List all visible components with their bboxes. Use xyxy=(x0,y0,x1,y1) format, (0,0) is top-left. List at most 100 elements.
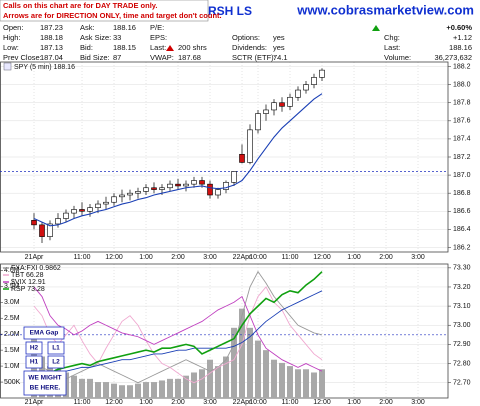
x-tick-label: 3:00 xyxy=(203,254,217,261)
quote-value: yes xyxy=(273,33,285,42)
volume-bar xyxy=(239,308,245,398)
candle-body xyxy=(127,192,133,196)
x-tick-label: 21Apr xyxy=(25,254,44,261)
candle-body xyxy=(167,183,173,189)
x-tick-label: 11:00 xyxy=(74,254,91,261)
quote-value: 200 shrs xyxy=(178,43,207,52)
legend-label: $VIX 12.91 xyxy=(11,279,46,286)
volume-bar xyxy=(255,340,261,398)
x-tick-label: 1:00 xyxy=(139,399,153,406)
x-tick-label: 12:00 xyxy=(313,254,331,261)
quote-label: Open: xyxy=(3,23,23,32)
candle-body xyxy=(143,187,149,192)
y-tick-label: 73.30 xyxy=(453,265,471,272)
volume-bar xyxy=(287,366,293,398)
annotation-box xyxy=(23,326,65,340)
quote-label: EPS: xyxy=(150,33,167,42)
y2-tick-label: 4.0M xyxy=(4,267,20,274)
annotation: L1 xyxy=(52,345,60,352)
volume-bar xyxy=(223,356,229,398)
candle-body xyxy=(87,207,93,212)
candle-body xyxy=(151,187,157,190)
candle-body xyxy=(39,224,45,237)
y-tick-label: 186.8 xyxy=(453,190,471,197)
y-tick-label: 73.20 xyxy=(453,284,471,291)
quote-label: High: xyxy=(3,33,21,42)
legend-label: TBT 66.28 xyxy=(11,272,44,279)
up-arrow-icon xyxy=(372,25,380,31)
x-tick-label: 22Apr xyxy=(233,254,252,261)
candle-body xyxy=(255,113,261,131)
y-tick-label: 73.10 xyxy=(453,303,471,310)
candle-body xyxy=(207,183,213,196)
candle-body xyxy=(215,189,221,196)
candle-body xyxy=(247,129,253,163)
y2-tick-label: 2.0M xyxy=(4,331,20,338)
candle-body xyxy=(63,212,69,219)
x-tick-label: 12:00 xyxy=(105,399,123,406)
candle-body xyxy=(71,209,77,214)
quote-value: yes xyxy=(273,43,285,52)
quote-value: 187.68 xyxy=(178,53,201,62)
x-tick-label: 2:00 xyxy=(379,399,393,406)
candle-body xyxy=(55,218,61,225)
candle-body xyxy=(183,183,189,187)
candle-body xyxy=(279,102,285,107)
annotation-box xyxy=(25,341,43,355)
annotation-box xyxy=(47,341,65,355)
candle-body xyxy=(231,171,237,183)
annotation: H1 xyxy=(30,359,39,366)
site-url: www.cobrasmarketview.com xyxy=(296,2,474,17)
candle-body xyxy=(311,77,317,85)
series-line xyxy=(33,271,323,380)
quote-label: Prev Close: xyxy=(3,53,42,62)
candle-body xyxy=(159,187,165,190)
quote-label: Ask Size: xyxy=(80,33,111,42)
volume-bar xyxy=(295,369,301,398)
annotation: H2 xyxy=(30,345,39,352)
y-tick-label: 72.90 xyxy=(453,341,471,348)
candle-body xyxy=(319,69,325,78)
volume-bar xyxy=(111,383,117,398)
candle-body xyxy=(135,191,141,194)
volume-bar xyxy=(87,378,93,398)
legend-label: FXA:FXI 0.9862 xyxy=(11,265,61,272)
y-tick-label: 72.70 xyxy=(453,380,471,387)
y2-tick-label: 3.0M xyxy=(4,299,20,306)
candle-body xyxy=(199,180,205,185)
y-tick-label: 187.6 xyxy=(453,118,471,125)
volume-bar xyxy=(231,327,237,398)
x-tick-label: 1:00 xyxy=(139,254,153,261)
quote-value: 36,273,632 xyxy=(434,53,472,62)
volume-bar xyxy=(199,369,205,398)
volume-bar xyxy=(279,362,285,398)
volume-bar xyxy=(311,372,317,398)
ticker-tag: RSH LS xyxy=(208,4,252,18)
y2-tick-label: 1.0M xyxy=(4,363,20,370)
volume-bar xyxy=(95,382,101,398)
volume-bar xyxy=(207,359,213,398)
y-tick-label: 72.80 xyxy=(453,360,471,367)
x-tick-label: 2:00 xyxy=(379,254,393,261)
y2-tick-label: 500K xyxy=(4,379,21,386)
y-tick-label: 186.6 xyxy=(453,208,471,215)
moving-average xyxy=(33,93,323,227)
annotation: BE HERE. xyxy=(30,385,61,392)
quote-label: Last: xyxy=(150,43,166,52)
quote-value: 188.15 xyxy=(113,43,136,52)
x-tick-label: 22Apr xyxy=(233,399,252,406)
candle-body xyxy=(295,89,301,98)
annotation-box xyxy=(23,370,67,396)
volume-bar xyxy=(119,385,125,398)
candle-body xyxy=(223,182,229,190)
candle-body xyxy=(175,183,181,187)
y-tick-label: 188.0 xyxy=(453,81,471,88)
x-tick-label: 11:00 xyxy=(74,399,91,406)
volume-bar xyxy=(135,383,141,398)
x-tick-label: 3:00 xyxy=(411,254,425,261)
series-line xyxy=(33,290,323,374)
volume-bar xyxy=(103,382,109,398)
x-tick-label: 1:00 xyxy=(347,254,361,261)
candle-body xyxy=(111,196,117,203)
